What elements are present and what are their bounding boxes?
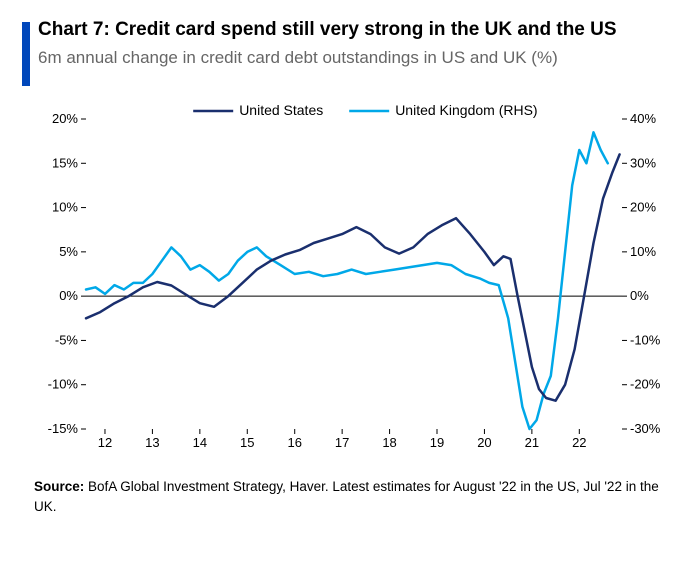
svg-text:21: 21 bbox=[525, 435, 539, 450]
svg-text:15: 15 bbox=[240, 435, 254, 450]
source-text: BofA Global Investment Strategy, Haver. … bbox=[34, 479, 659, 514]
svg-text:17: 17 bbox=[335, 435, 349, 450]
svg-text:5%: 5% bbox=[59, 244, 78, 259]
chart-plot: -15% -10% -5% 0% 5% 10% 15% 20% -30% -20% -10% 0% 10… bbox=[34, 99, 678, 459]
svg-text:15%: 15% bbox=[52, 155, 78, 170]
svg-text:0%: 0% bbox=[630, 288, 649, 303]
accent-bar bbox=[22, 22, 30, 86]
svg-text:20: 20 bbox=[477, 435, 491, 450]
svg-text:13: 13 bbox=[145, 435, 159, 450]
chart-title: Chart 7: Credit card spend still very st… bbox=[38, 18, 678, 43]
svg-text:-10%: -10% bbox=[48, 376, 79, 391]
svg-text:18: 18 bbox=[382, 435, 396, 450]
svg-text:10%: 10% bbox=[52, 199, 78, 214]
line-chart-svg: -15% -10% -5% 0% 5% 10% 15% 20% -30% -20% -10% 0% 10… bbox=[34, 99, 674, 459]
svg-text:United States: United States bbox=[239, 102, 323, 118]
svg-text:19: 19 bbox=[430, 435, 444, 450]
chart-subtitle: 6m annual change in credit card debt out… bbox=[38, 47, 678, 69]
svg-text:United Kingdom (RHS): United Kingdom (RHS) bbox=[395, 102, 537, 118]
svg-text:-10%: -10% bbox=[630, 332, 661, 347]
chart-card: Chart 7: Credit card spend still very st… bbox=[0, 0, 700, 582]
svg-text:0%: 0% bbox=[59, 288, 78, 303]
chart-source: Source: BofA Global Investment Strategy,… bbox=[22, 477, 678, 518]
svg-text:-15%: -15% bbox=[48, 421, 79, 436]
svg-text:-20%: -20% bbox=[630, 376, 661, 391]
svg-text:22: 22 bbox=[572, 435, 586, 450]
svg-text:20%: 20% bbox=[52, 111, 78, 126]
svg-text:-5%: -5% bbox=[55, 332, 79, 347]
chart-header: Chart 7: Credit card spend still very st… bbox=[22, 18, 678, 69]
svg-text:10%: 10% bbox=[630, 244, 656, 259]
svg-text:-30%: -30% bbox=[630, 421, 661, 436]
svg-text:14: 14 bbox=[193, 435, 207, 450]
svg-text:30%: 30% bbox=[630, 155, 656, 170]
svg-text:16: 16 bbox=[287, 435, 301, 450]
svg-text:40%: 40% bbox=[630, 111, 656, 126]
source-label: Source: bbox=[34, 479, 84, 494]
svg-text:12: 12 bbox=[98, 435, 112, 450]
svg-text:20%: 20% bbox=[630, 199, 656, 214]
